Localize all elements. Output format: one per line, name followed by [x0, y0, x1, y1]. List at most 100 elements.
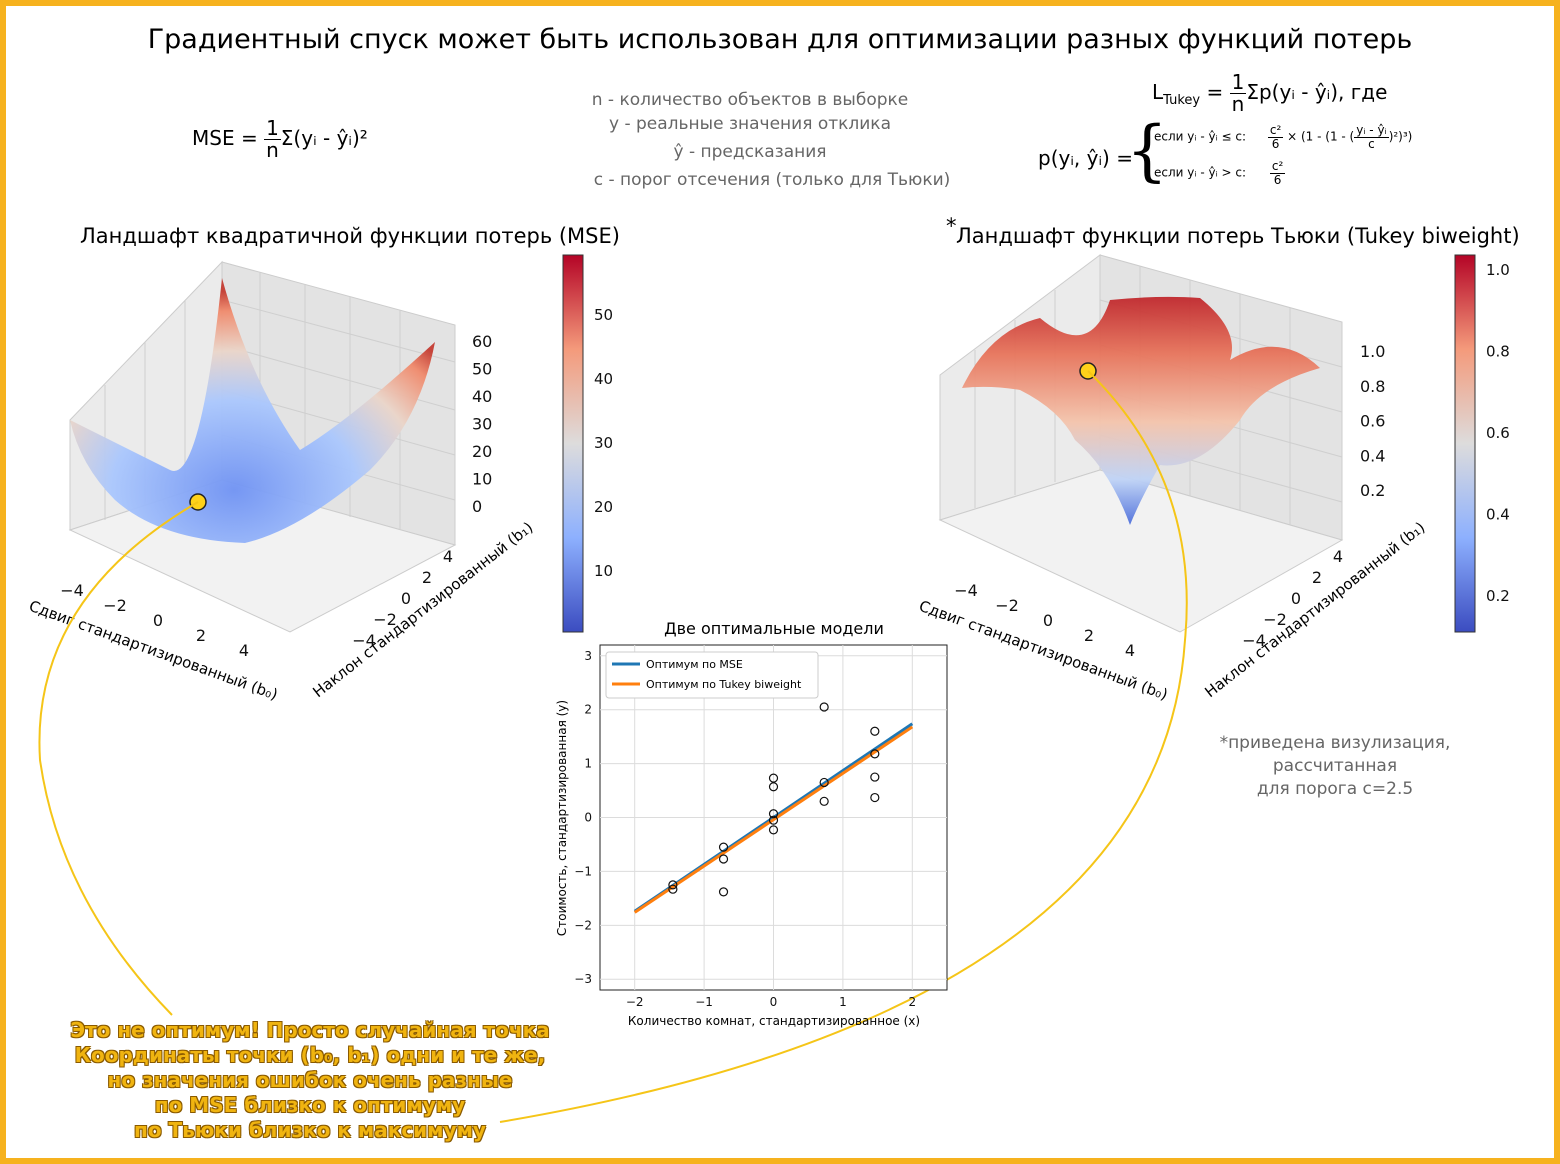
chart-x-tick-3: 1: [839, 995, 847, 1009]
legend-tukey-label: Оптимум по Tukey biweight: [646, 678, 802, 691]
mse-colorbar-ticks: 10 20 30 40 50: [594, 306, 613, 580]
mse-y-tick-4: −4: [352, 631, 376, 650]
chart-y-tick-4: 1: [584, 757, 592, 771]
chart-point-11: [819, 777, 829, 788]
variable-n-text: n - количество объектов в выборке: [591, 90, 909, 110]
chart-point-0: [668, 880, 678, 890]
chart-y-tick-1: −2: [574, 918, 592, 932]
tukey-colorbar: [1454, 254, 1476, 633]
legend-mse-label: Оптимум по MSE: [646, 658, 743, 671]
annotation-line-4: по MSE близко к оптимуму: [154, 1093, 466, 1117]
mse-cbar-tick-3: 40: [594, 370, 613, 388]
rho-case-1: если yᵢ - ŷᵢ ≤ c: c² 6 × (1 - (1 - (yᵢ - …: [1154, 123, 1413, 151]
chart-point-6: [768, 782, 779, 792]
chart-x-tick-2: 0: [770, 995, 778, 1009]
mse-y-tick-3: −2: [373, 610, 397, 629]
chart-point-12: [819, 796, 829, 806]
mse-x-tick-1: −2: [103, 596, 127, 615]
mse-y-tick-1: 2: [422, 568, 432, 587]
chart-series-line-1: [633, 725, 914, 914]
brace-symbol: {: [1126, 112, 1168, 189]
tukey-x-tick-3: 2: [1084, 626, 1094, 645]
note-line-2: рассчитанная: [1272, 756, 1398, 776]
tukey-title-star: *: [946, 214, 957, 238]
chart-title: Две оптимальные модели: [664, 619, 884, 638]
mse-cbar-tick-2: 30: [594, 434, 613, 452]
tukey-cbar-tick-1: 0.4: [1486, 506, 1510, 524]
tukey-surface: [962, 296, 1320, 525]
chart-points: [668, 702, 880, 897]
chart-point-13: [870, 726, 880, 736]
mse-y-tick-2: 0: [401, 589, 411, 608]
note-line-1: *приведена визулизация,: [1219, 733, 1451, 753]
mse-z-tick-2: 20: [472, 442, 492, 461]
chart-ylabel: Стоимость, стандартизированная (y): [555, 700, 569, 936]
threshold-note: *приведена визулизация, рассчитанная для…: [1190, 732, 1480, 801]
tukey-cbar-tick-3: 0.8: [1486, 343, 1510, 361]
tukey-x-tick-0: −4: [954, 581, 978, 600]
mse-cbar-tick-4: 50: [594, 306, 613, 324]
mse-x-tick-0: −4: [60, 581, 84, 600]
tukey-cbar-tick-2: 0.6: [1486, 424, 1510, 442]
variable-yhat-text: ŷ - предсказания: [673, 142, 827, 162]
tukey-surface-title: Ландшафт функции потерь Тьюки (Tukey biw…: [956, 224, 1520, 248]
chart-legend: [605, 651, 819, 699]
chart-point-2: [718, 842, 729, 852]
chart-y-tick-0: −3: [574, 972, 592, 986]
mse-cbar-tick-0: 10: [594, 562, 613, 580]
tukey-y-tick-2: 0: [1291, 589, 1301, 608]
chart-point-5: [768, 773, 779, 783]
mse-z-tick-6: 60: [472, 332, 492, 351]
tukey-x-ticks: −4 −2 0 2 4: [954, 581, 1135, 660]
chart-point-4: [718, 887, 729, 897]
chart-y-tick-5: 2: [584, 703, 592, 717]
mse-z-tick-3: 30: [472, 415, 492, 434]
variable-c-text: c - порог отсечения (только для Тьюки): [593, 170, 951, 190]
note-line-3: для порога c=2.5: [1256, 779, 1414, 799]
tukey-z-tick-3: 0.8: [1360, 377, 1385, 396]
mse-z-tick-5: 50: [472, 360, 492, 379]
chart-xlabel: Количество комнат, стандартизированное (…: [628, 1014, 920, 1028]
mse-z-tick-0: 0: [472, 497, 482, 516]
mse-connector-curve: [38, 501, 199, 1016]
chart-point-9: [768, 825, 779, 835]
chart-point-16: [870, 792, 880, 803]
tukey-z-tick-0: 0.2: [1360, 481, 1385, 500]
mse-surface-title: Ландшафт квадратичной функции потерь (MS…: [80, 224, 620, 248]
annotation-line-3: но значения ошибок очень разные: [107, 1068, 513, 1092]
mse-z-tick-1: 10: [472, 470, 492, 489]
tukey-cbar-tick-4: 1.0: [1486, 261, 1510, 279]
chart-point-8: [768, 815, 779, 825]
annotation-line-1: Это не оптимум! Просто случайная точка: [70, 1018, 550, 1042]
mse-z-ticks: 0 10 20 30 40 50 60: [472, 332, 492, 516]
random-point-annotation: Это не оптимум! Просто случайная точка К…: [40, 1018, 580, 1143]
tukey-y-tick-4: −4: [1242, 631, 1266, 650]
mse-y-tick-0: 4: [443, 547, 453, 566]
rho-case-2: если yᵢ - ŷᵢ > c: c² 6: [1154, 159, 1286, 187]
mse-formula: MSE = 1 n Σ(yᵢ - ŷᵢ)²: [192, 116, 368, 162]
annotation-line-5: по Тьюки близко к максимуму: [134, 1118, 486, 1142]
chart-point-15: [870, 772, 880, 782]
tukey-y-tick-1: 2: [1312, 568, 1322, 587]
chart-x-tick-0: −2: [626, 995, 644, 1009]
mse-x-tick-4: 4: [239, 641, 249, 660]
mse-surface: [70, 278, 435, 543]
chart-point-7: [768, 809, 779, 819]
chart-x-tick-1: −1: [695, 995, 713, 1009]
annotation-line-2: Координаты точки (b₀, b₁) одни и те же,: [74, 1043, 546, 1067]
tukey-x-tick-1: −2: [995, 596, 1019, 615]
tukey-y-ticks: 420−2 −4: [1242, 547, 1343, 650]
rho-prefix: p(yᵢ, ŷᵢ) =: [1038, 146, 1133, 170]
tukey-cbar-tick-0: 0.2: [1486, 587, 1510, 605]
mse-x-tick-3: 2: [196, 626, 206, 645]
tukey-z-tick-4: 1.0: [1360, 342, 1385, 361]
tukey-y-tick-0: 4: [1333, 547, 1343, 566]
variable-y-text: y - реальные значения отклика: [609, 114, 891, 134]
mse-x-ticks: −4 −2 0 2 4: [60, 581, 249, 660]
chart-ticks: −2 −1 0 1 2 −3 −2 −1 0 1 2 3: [574, 649, 916, 1009]
tukey-x-tick-4: 4: [1125, 641, 1135, 660]
tukey-formula: LTukey = 1 n Σp(yᵢ - ŷᵢ), где: [1152, 70, 1388, 116]
page-title: Градиентный спуск может быть использован…: [147, 24, 1413, 55]
chart-y-tick-2: −1: [574, 864, 592, 878]
